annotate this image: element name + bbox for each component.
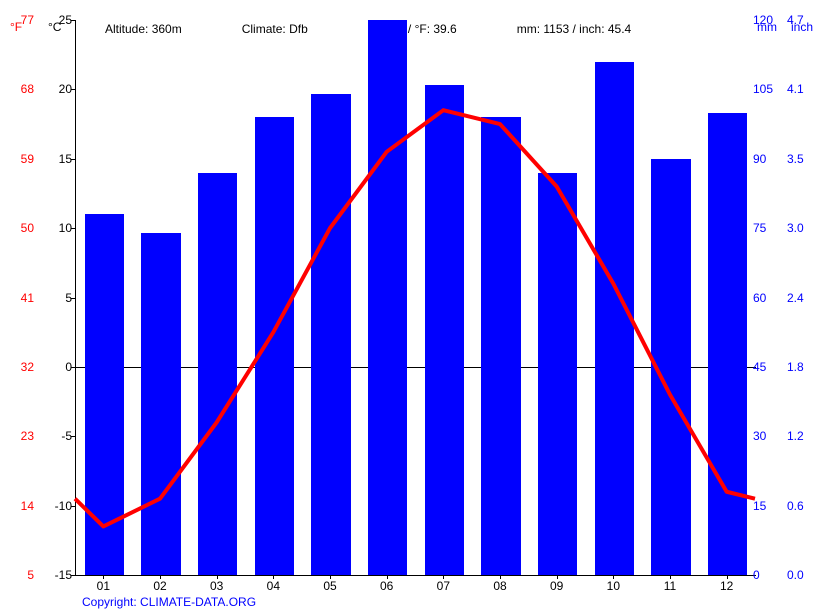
- inch-tick-label: 0.0: [787, 568, 815, 582]
- inch-tick-label: 3.0: [787, 221, 815, 235]
- month-label: 03: [210, 579, 223, 593]
- f-tick-label: 5: [4, 568, 34, 582]
- precipitation-bar: [425, 85, 465, 575]
- inch-tick-label: 4.7: [787, 13, 815, 27]
- precipitation-bar: [255, 117, 295, 575]
- inch-tick-label: 0.6: [787, 499, 815, 513]
- plot-area: [75, 20, 756, 576]
- f-tick-label: 32: [4, 360, 34, 374]
- c-tick-label: -5: [42, 429, 72, 443]
- precipitation-bar: [595, 62, 635, 575]
- month-label: 06: [380, 579, 393, 593]
- c-tick-label: 0: [42, 360, 72, 374]
- mm-tick-label: 60: [753, 291, 783, 305]
- f-tick-label: 68: [4, 82, 34, 96]
- inch-tick-label: 2.4: [787, 291, 815, 305]
- c-tick-label: 15: [42, 152, 72, 166]
- mm-tick-label: 105: [753, 82, 783, 96]
- copyright-text: Copyright: CLIMATE-DATA.ORG: [82, 595, 256, 609]
- inch-tick-label: 1.8: [787, 360, 815, 374]
- c-tick-label: 25: [42, 13, 72, 27]
- f-tick-label: 77: [4, 13, 34, 27]
- inch-tick-label: 1.2: [787, 429, 815, 443]
- precipitation-bar: [85, 214, 125, 575]
- f-tick-label: 50: [4, 221, 34, 235]
- mm-tick-label: 15: [753, 499, 783, 513]
- precipitation-bar: [141, 233, 181, 575]
- c-tick-label: -10: [42, 499, 72, 513]
- mm-tick-label: 75: [753, 221, 783, 235]
- climate-chart: °F °C mm inch Altitude: 360m Climate: Df…: [0, 0, 815, 611]
- month-label: 05: [323, 579, 336, 593]
- month-label: 10: [607, 579, 620, 593]
- month-label: 11: [664, 579, 676, 593]
- month-label: 07: [437, 579, 450, 593]
- f-tick-label: 14: [4, 499, 34, 513]
- c-tick-label: -15: [42, 568, 72, 582]
- inch-tick-label: 3.5: [787, 152, 815, 166]
- precipitation-bar: [708, 113, 748, 576]
- month-label: 12: [720, 579, 733, 593]
- mm-tick-label: 90: [753, 152, 783, 166]
- precipitation-bar: [198, 173, 238, 575]
- month-label: 09: [550, 579, 563, 593]
- c-tick-label: 10: [42, 221, 72, 235]
- c-tick-label: 5: [42, 291, 72, 305]
- precipitation-bar: [311, 94, 351, 575]
- mm-tick-label: 120: [753, 13, 783, 27]
- precipitation-bar: [538, 173, 578, 575]
- precipitation-bar: [368, 20, 408, 575]
- month-label: 04: [267, 579, 280, 593]
- f-tick-label: 23: [4, 429, 34, 443]
- inch-tick-label: 4.1: [787, 82, 815, 96]
- f-tick-label: 59: [4, 152, 34, 166]
- mm-tick-label: 0: [753, 568, 783, 582]
- mm-tick-label: 30: [753, 429, 783, 443]
- month-label: 08: [493, 579, 506, 593]
- precipitation-bar: [481, 117, 521, 575]
- c-tick-label: 20: [42, 82, 72, 96]
- month-label: 01: [97, 579, 110, 593]
- precipitation-bar: [651, 159, 691, 575]
- f-tick-label: 41: [4, 291, 34, 305]
- mm-tick-label: 45: [753, 360, 783, 374]
- month-label: 02: [153, 579, 166, 593]
